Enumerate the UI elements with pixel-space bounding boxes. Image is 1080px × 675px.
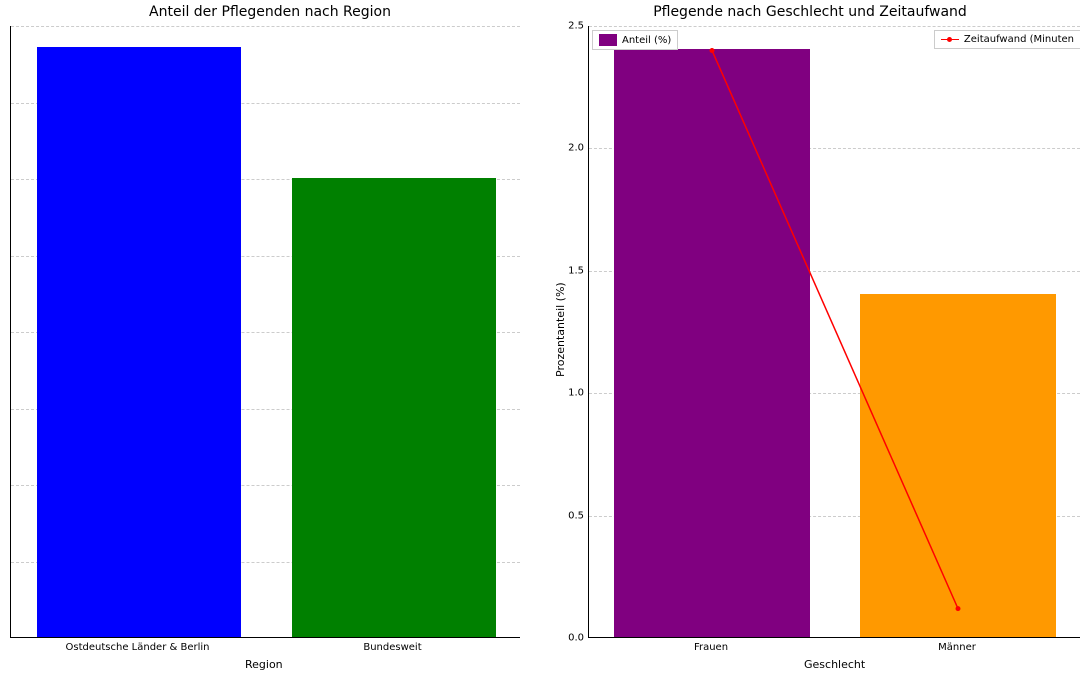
ytick-label: 1.5	[554, 265, 584, 276]
left-plot-area	[10, 26, 520, 638]
legend-line-icon	[941, 39, 959, 40]
grid-line	[11, 26, 520, 27]
ytick-label: 1.0	[554, 388, 584, 399]
legend-bar-label: Anteil (%)	[622, 35, 671, 46]
left-chart-title: Anteil der Pflegenden nach Region	[0, 4, 540, 20]
right-chart-panel: Pflegende nach Geschlecht und Zeitaufwan…	[540, 0, 1080, 675]
legend-bar: Anteil (%)	[592, 30, 678, 50]
bar	[614, 49, 811, 637]
xtick-label: Ostdeutsche Länder & Berlin	[66, 642, 210, 653]
right-plot-area	[588, 26, 1080, 638]
left-xlabel: Region	[245, 658, 283, 671]
ytick-label: 2.5	[554, 21, 584, 32]
bar	[860, 294, 1057, 637]
xtick-label: Frauen	[694, 642, 728, 653]
legend-line-label: Zeitaufwand (Minuten	[964, 34, 1074, 45]
right-ylabel: Prozentanteil (%)	[554, 282, 567, 377]
ytick-label: 0.0	[554, 633, 584, 644]
bar	[292, 178, 496, 637]
right-xlabel: Geschlecht	[804, 658, 865, 671]
xtick-label: Männer	[938, 642, 976, 653]
ytick-label: 2.0	[554, 143, 584, 154]
left-chart-panel: Anteil der Pflegenden nach Region Region…	[0, 0, 540, 675]
legend-line-marker-icon	[947, 37, 952, 42]
grid-line	[589, 26, 1080, 27]
ytick-label: 0.5	[554, 510, 584, 521]
xtick-label: Bundesweit	[363, 642, 421, 653]
right-chart-title: Pflegende nach Geschlecht und Zeitaufwan…	[540, 4, 1080, 20]
legend-swatch-icon	[599, 34, 617, 46]
legend-line: Zeitaufwand (Minuten	[934, 30, 1080, 49]
bar	[37, 47, 241, 637]
